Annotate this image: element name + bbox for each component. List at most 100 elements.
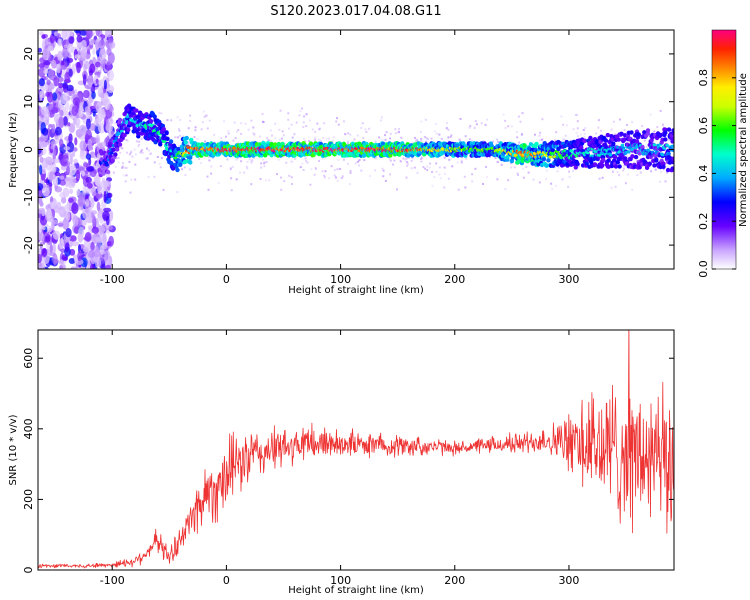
x-tick-label: 0 [223,273,230,286]
spectrogram-cell [393,159,396,162]
spectrogram-cell [196,138,199,141]
spectrogram-cell [237,129,240,131]
spectrogram-cell [85,198,90,207]
spectrogram-cell [139,151,142,154]
spectrogram-cell [133,132,135,135]
spectrogram-cell [227,132,230,135]
spectrogram-cell [88,250,95,259]
spectrogram-cell [98,225,106,234]
spectrogram-cell [559,149,562,152]
spectrogram-cell [125,166,128,169]
spectrogram-cell [71,202,79,214]
spectrogram-cell [317,138,320,141]
spectrogram-ridge-cell [640,144,645,150]
spectrogram-cell [428,166,431,169]
spectrogram-cell [59,238,64,250]
spectrogram-cell [281,130,284,133]
spectrogram-cell [659,180,661,183]
spectrogram-cell [422,166,425,169]
spectrogram-cell [194,126,197,129]
spectrogram-cell [137,145,140,148]
spectrogram-cell [141,151,144,154]
spectrogram-cell [664,180,667,183]
spectrogram-cell [278,128,281,131]
spectrogram-cell [576,127,579,130]
spectrogram-cell [261,113,264,116]
spectrogram-cell [54,126,62,136]
spectrogram-cell [336,168,339,171]
spectrogram-cell [63,44,69,49]
spectrogram-ridge-cell [661,161,666,166]
spectrogram-ridge-cell [653,153,658,158]
spectrogram-cell [538,139,541,142]
y-tick-label: 400 [22,418,35,439]
spectrogram-cell [582,129,585,131]
spectrogram-cell [572,169,575,172]
spectrogram-cell [159,166,162,169]
spectrogram-cell [78,106,84,118]
spectrogram-cell [513,166,516,169]
x-tick-label: 0 [223,574,230,587]
y-tick-label: -20 [22,236,35,254]
spectrogram-cell [82,73,87,86]
spectrogram-cell [295,121,298,124]
colorbar-tick-label: 0.4 [697,165,710,183]
spectrogram-cell [541,118,544,121]
spectrogram-cell [236,130,238,133]
spectrogram-cell [184,174,187,176]
spectrogram-cell [219,165,222,168]
spectrogram-cell [244,122,247,125]
spectrogram-cell [406,164,409,167]
spectrogram-cell [414,136,416,139]
spectrogram-cell [280,176,282,179]
spectrogram-cell [39,90,43,101]
spectrogram-cell [341,175,344,178]
spectrogram-cell [516,174,519,177]
colorbar-tick-label: 0.2 [697,212,710,230]
spectrogram-cell [444,172,446,175]
spectrogram-cell [206,175,209,178]
spectrogram-ridge-cell [115,147,120,152]
spectrogram-cell [550,182,553,185]
spectrogram-ridge-cell [627,150,631,154]
spectrogram-ridge-cell [589,160,594,165]
spectrogram-cell [362,137,365,139]
spectrogram-ridge-cell [113,152,118,157]
spectrogram-cell [299,110,302,113]
spectrogram-cell [398,128,401,130]
spectrogram-cell [128,153,131,156]
spectrogram-cell [365,131,368,133]
spectrogram-cell [510,125,513,128]
spectrogram-ridge-cell [665,167,671,173]
snr-xlabel: Height of straight line (km) [288,585,424,596]
spectrogram-cell [291,183,293,185]
spectrogram-cell [497,141,500,143]
spectrogram-cell [38,190,43,199]
spectrogram-cell [384,134,386,137]
spectrogram-cell [104,98,111,111]
spectrogram-cell [405,157,408,160]
spectrogram-cell [85,153,92,160]
spectrogram-ridge-cell [613,164,619,169]
spectrogram-ridge-cell [622,137,627,142]
spectrogram-cell [584,127,587,129]
spectrogram-ridge-cell [612,158,617,163]
spectrogram-cell [103,79,107,90]
spectrogram-cell [122,162,124,165]
spectrogram-cell [94,177,100,186]
spectrogram-cell [291,160,294,163]
spectrogram-cell [105,119,110,131]
spectrogram-cell [69,188,74,195]
spectrogram-cell [266,136,269,139]
spectrogram-cell [61,60,65,66]
spectrogram-ridge-cell [630,154,635,159]
spectrogram-ridge-cell [179,148,185,154]
spectrogram-cell [425,137,428,140]
spectrogram-cell [333,168,336,171]
spectrogram-cell [415,139,417,142]
spectrogram-cell [39,31,44,36]
spectrogram-cell [443,186,446,189]
spectrogram-cell [95,191,104,200]
spectrogram-ridge-cell [178,162,183,167]
spectrogram-cell [598,159,601,162]
